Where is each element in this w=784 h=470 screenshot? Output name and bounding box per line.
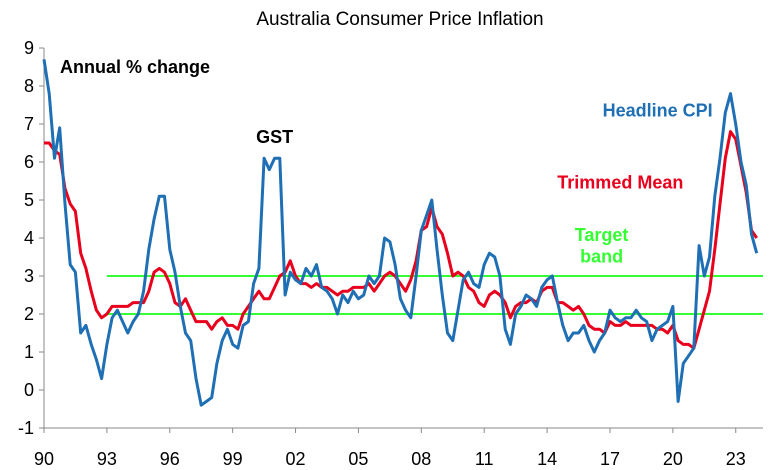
target-band [106,275,763,315]
annotations: GST [256,127,293,147]
y-tick-label: 4 [24,228,34,248]
y-tick-label: 6 [24,152,34,172]
x-tick-label: 96 [160,449,180,469]
x-tick-label: 17 [600,449,620,469]
chart-title: Australia Consumer Price Inflation [256,9,543,30]
x-tick-label: 11 [475,449,494,469]
x-axis-ticks: 90 93 96 99 02 05 08 11 14 17 20 23 [34,428,746,469]
x-tick-label: 20 [663,449,683,469]
y-tick-label: 8 [24,76,34,96]
x-tick-label: 93 [97,449,117,469]
series-labels: Headline CPI Trimmed Mean [557,100,712,192]
x-tick-label: 23 [726,449,746,469]
x-tick-label: 08 [411,449,431,469]
target-band-label-line2: band [580,247,623,267]
y-tick-label: 9 [24,38,34,58]
series-lines [42,59,759,407]
x-tick-label: 02 [286,449,306,469]
y-tick-label: 1 [24,342,34,362]
x-tick-label: 90 [34,449,54,469]
x-tick-label: 05 [348,449,368,469]
series-label: Trimmed Mean [557,173,683,193]
x-tick-label: 99 [223,449,243,469]
y-tick-label: -1 [18,418,34,438]
y-tick-label: 3 [24,266,34,286]
y-axis-ticks: -1 0 1 2 3 4 5 6 7 8 9 [18,38,44,438]
y-tick-label: 7 [24,114,34,134]
series-line-headline-cpi [42,59,759,407]
series-line-trimmed-mean [44,130,758,350]
y-tick-label: 0 [24,380,34,400]
target-band-label-line1: Target [575,225,629,245]
x-tick-label: 14 [537,449,557,469]
series-label: Headline CPI [603,100,713,120]
y-tick-label: 5 [24,190,34,210]
unit-label: Annual % change [60,57,210,77]
annotation-label: GST [256,127,293,147]
y-tick-label: 2 [24,304,34,324]
